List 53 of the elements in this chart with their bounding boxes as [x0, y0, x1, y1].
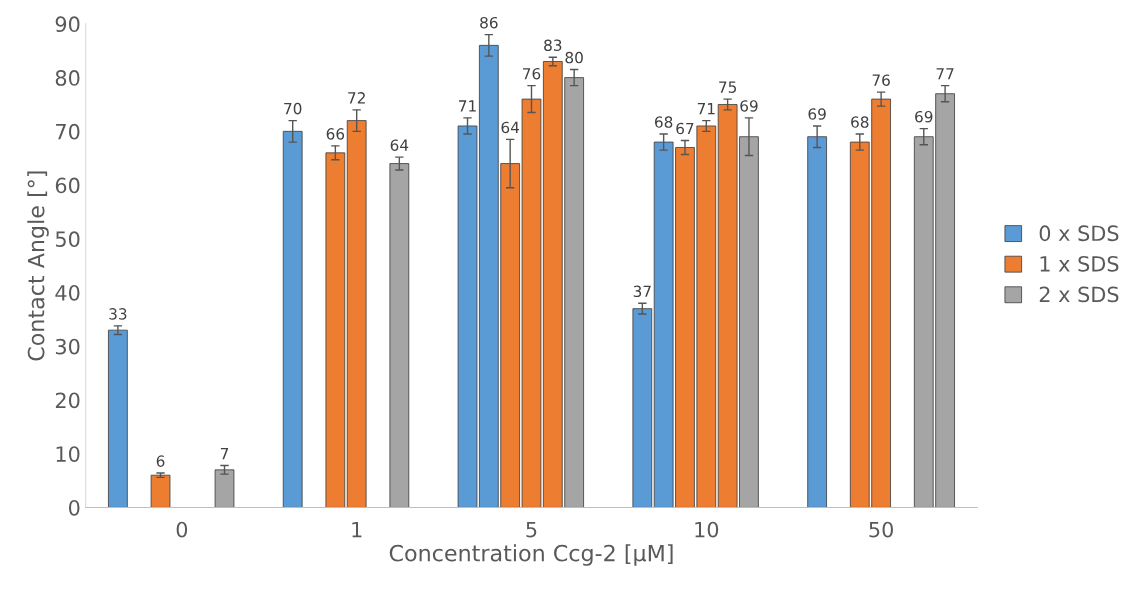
x-tick-label: 1 — [352, 521, 362, 538]
data-label: 83 — [544, 39, 562, 52]
data-label: 6 — [156, 455, 165, 467]
y-tick-label: 60 — [55, 177, 80, 194]
bar — [807, 136, 827, 508]
y-tick-label: 90 — [55, 16, 80, 33]
data-label: 37 — [633, 285, 651, 298]
legend-label: 1 x SDS — [1040, 255, 1119, 272]
y-axis-title: Contact Angle [°] — [27, 171, 49, 361]
data-label: 67 — [676, 122, 694, 135]
data-label: 76 — [872, 74, 890, 86]
y-tick-label: 50 — [55, 231, 80, 248]
data-label: 64 — [390, 139, 409, 151]
bar — [282, 130, 303, 508]
bar — [150, 474, 171, 508]
bar — [632, 308, 653, 508]
data-label: 70 — [284, 102, 302, 115]
data-label: 69 — [808, 108, 826, 120]
data-label: 80 — [565, 51, 583, 64]
data-label: 68 — [655, 116, 673, 128]
bar — [108, 329, 128, 508]
data-label: 72 — [348, 92, 365, 104]
data-label: 7 — [220, 448, 229, 460]
y-tick-label: 40 — [55, 284, 80, 301]
data-label: 33 — [109, 308, 127, 320]
data-label: 69 — [915, 110, 933, 123]
data-label: 68 — [851, 116, 869, 128]
data-label: 86 — [480, 16, 498, 29]
x-tick-label: 10 — [695, 521, 719, 538]
bar — [214, 469, 235, 508]
y-tick-label: 0 — [68, 499, 80, 516]
data-label: 71 — [459, 100, 476, 112]
data-label: 69 — [740, 100, 758, 112]
x-tick-label: 5 — [526, 521, 537, 538]
y-tick-label: 20 — [55, 392, 80, 409]
bar — [346, 120, 367, 508]
y-tick-label: 80 — [55, 70, 80, 86]
data-label: 75 — [719, 81, 737, 93]
data-label: 71 — [697, 103, 715, 115]
y-tick-label: 10 — [56, 446, 80, 462]
data-label: 64 — [501, 121, 520, 134]
x-tick-label: 50 — [869, 521, 893, 538]
data-label: 77 — [936, 68, 954, 80]
legend-label: 0 x SDS — [1039, 225, 1119, 242]
legend-label: 2 x SDS — [1039, 286, 1119, 303]
x-tick-label: 0 — [176, 521, 188, 538]
data-label: 76 — [523, 67, 541, 80]
bar — [389, 163, 410, 508]
data-label: 66 — [326, 128, 345, 140]
x-axis-title: Concentration Ccg-2 [µM] — [389, 544, 673, 566]
bar — [325, 152, 346, 508]
y-tick-label: 70 — [56, 123, 80, 140]
y-tick-label: 30 — [55, 338, 80, 355]
